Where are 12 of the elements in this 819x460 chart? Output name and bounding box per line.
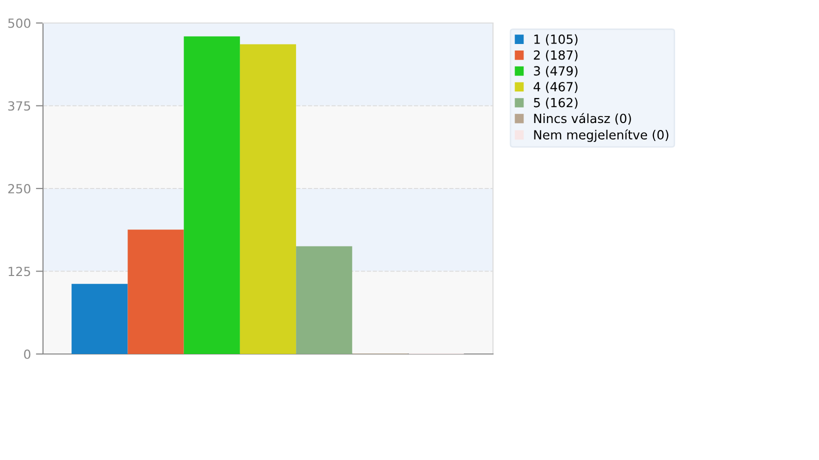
legend-label: Nincs válasz (0) [534,112,631,125]
legend-label: 1 (105) [534,34,578,46]
y-tick-label: 125 [8,266,30,276]
y-tick-label: 375 [8,101,30,111]
legend-label: 2 (187) [534,50,578,62]
legend-label: 5 (162) [534,98,578,109]
legend-label: 4 (467) [534,82,578,93]
y-tick-label: 500 [8,18,30,28]
legend-label: Nem megjelenítve (0) [534,129,668,142]
y-tick-label: 0 [24,349,30,359]
y-tick-label: 250 [8,184,30,194]
legend-label: 3 (479) [534,66,578,78]
